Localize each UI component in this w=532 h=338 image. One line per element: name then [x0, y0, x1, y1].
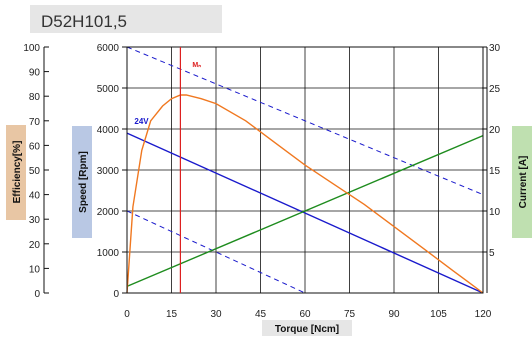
x-tick-label: 45: [255, 309, 267, 320]
efficiency-series-solid-line: [126, 94, 484, 294]
efficiency-tick-label: 40: [29, 191, 41, 202]
speed-axis-label: Speed [Rpm]: [78, 151, 89, 213]
current-tick-label: 5: [489, 248, 495, 259]
speed-series-solid-line: [126, 132, 484, 294]
efficiency-axis-label: Efficiency[%]: [12, 141, 23, 204]
x-tick-label: 0: [124, 309, 130, 320]
speed-tick-label: 1000: [97, 248, 120, 259]
efficiency-tick-label: 100: [23, 43, 40, 54]
x-tick-label: 105: [430, 309, 447, 320]
efficiency-tick-label: 60: [29, 141, 41, 152]
efficiency-tick-label: 30: [29, 215, 41, 226]
voltage-label: 24V: [134, 117, 149, 126]
speed-tick-label: 2000: [97, 207, 120, 218]
x-tick-label: 15: [166, 309, 178, 320]
efficiency-tick-label: 70: [29, 117, 41, 128]
current-series-solid-line: [126, 134, 484, 288]
current-tick-label: 30: [489, 43, 501, 54]
speed-tick-label: 0: [113, 289, 119, 300]
efficiency-tick-label: 20: [29, 240, 41, 251]
current-tick-label: 25: [489, 84, 501, 95]
efficiency-label-box: [6, 125, 26, 220]
efficiency-tick-label: 0: [34, 289, 40, 300]
current-tick-label: 15: [489, 166, 501, 177]
x-tick-label: 30: [210, 309, 222, 320]
torque-axis-label: Torque [Ncm]: [275, 324, 339, 335]
efficiency-tick-label: 80: [29, 92, 41, 103]
torque-label-box: [262, 320, 352, 336]
speed-series-dashed-line: [126, 46, 484, 196]
speed-tick-label: 4000: [97, 125, 120, 136]
rated-torque-label: Mₙ: [192, 62, 201, 69]
efficiency-tick-label: 50: [29, 166, 41, 177]
chart-title: D52H101,5: [41, 12, 127, 31]
speed-tick-label: 6000: [97, 43, 120, 54]
current-tick-label: 20: [489, 125, 501, 136]
efficiency-tick-label: 90: [29, 68, 41, 79]
efficiency-tick-label: 10: [29, 264, 41, 275]
speed-series-dashed-line: [126, 210, 306, 294]
x-tick-label: 90: [388, 309, 400, 320]
x-tick-label: 120: [475, 309, 492, 320]
current-tick-label: 10: [489, 207, 501, 218]
title-box: [30, 5, 222, 33]
x-tick-label: 60: [299, 309, 311, 320]
speed-tick-label: 3000: [97, 166, 120, 177]
x-tick-label: 75: [344, 309, 356, 320]
current-label-box: [512, 126, 532, 238]
speed-label-box: [72, 126, 92, 238]
speed-tick-label: 5000: [97, 84, 120, 95]
current-axis-label: Current [A]: [518, 156, 529, 209]
